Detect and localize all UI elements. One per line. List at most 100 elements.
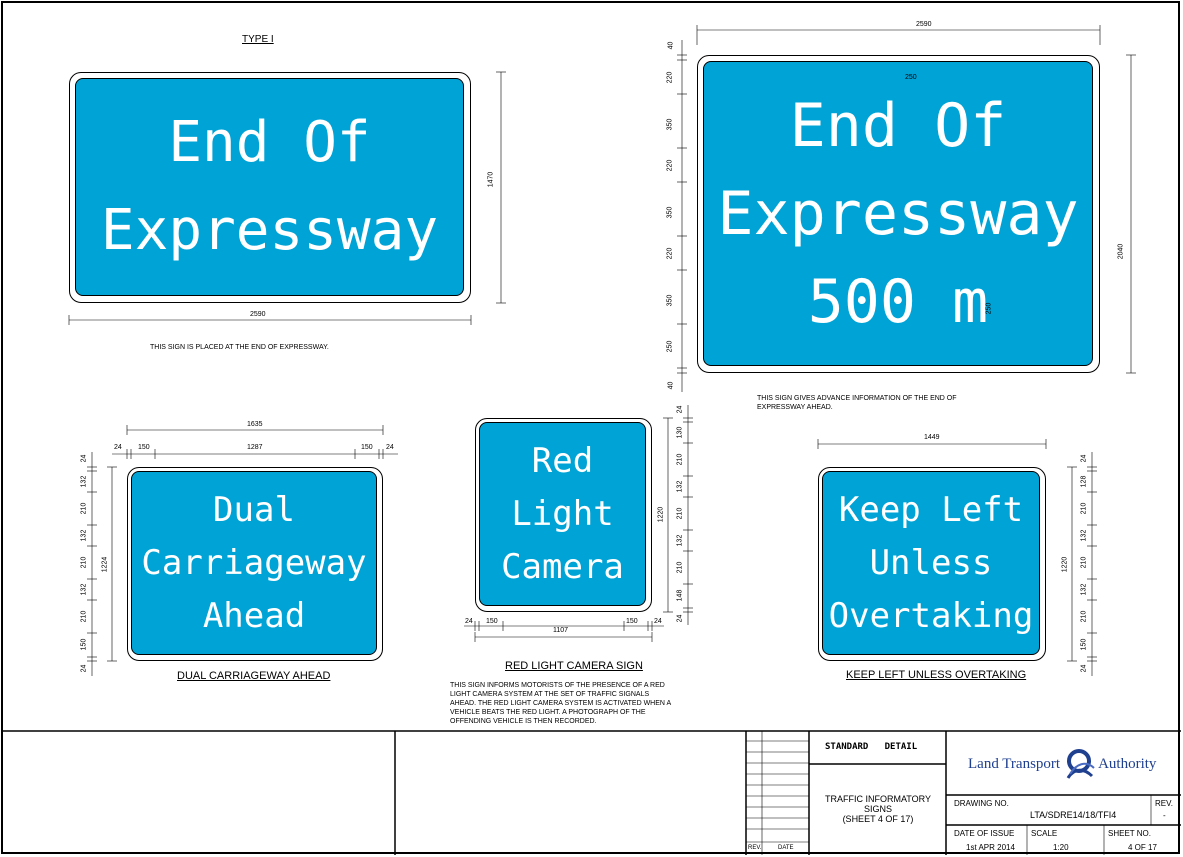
height-dimension: 1470 [487,171,495,188]
sign-text-line: Expressway [100,198,439,263]
scale-label: SCALE [1031,829,1058,838]
side-dimension: 148 [676,589,684,602]
sign-end-of-expressway-500m: End Of Expressway 500 m [697,55,1100,373]
side-dimension: 220 [666,247,674,260]
sign-text-line: End Of [168,110,371,175]
sign-caption: KEEP LEFT UNLESS OVERTAKING [846,669,1027,681]
side-dimension: 132 [80,475,88,488]
side-dimension: 210 [1080,610,1088,623]
sign-face: End Of Expressway [75,78,464,296]
side-dimension: 220 [666,159,674,172]
side-dimension: 210 [80,502,88,515]
side-dimension: 132 [676,480,684,493]
row-dimension: 150 [486,618,498,625]
side-dimension: 250 [666,340,674,353]
side-dimension: 350 [666,206,674,219]
side-dimension: 210 [676,453,684,466]
side-dimension: 40 [667,41,675,50]
side-dimension: 24 [1080,664,1088,673]
logo-text-right: Authority [1098,755,1157,772]
sign-note: THIS SIGN GIVES ADVANCE INFORMATION OF T… [757,395,957,411]
side-dimension: 210 [80,556,88,569]
sheet-no-value: 4 OF 17 [1128,843,1157,852]
row-dimension: 150 [626,618,638,625]
sign-text-line: Red [531,440,594,481]
side-dimension: 132 [676,534,684,547]
width-dimension: 2590 [916,21,932,28]
side-dimension: 210 [1080,502,1088,515]
sign-face: Red Light Camera [479,422,646,606]
height-dimension: 2040 [1117,243,1125,260]
height-dimension: 1220 [1061,556,1069,573]
sign-text-line: Light [511,493,614,534]
sign-face: Dual Carriageway Ahead [131,471,377,655]
rev-label: REV. [1155,799,1173,808]
side-dimension: 210 [80,610,88,623]
sign-text-line: Ahead [202,595,306,636]
row-dimension: 24 [654,618,662,625]
lta-swirl-icon [1066,749,1095,779]
side-dimension: 132 [80,529,88,542]
sign-text-line: End Of [789,90,1007,161]
sign-note: THIS SIGN IS PLACED AT THE END OF EXPRES… [150,344,329,351]
standard-detail-heading: STANDARD DETAIL [825,742,918,752]
sign-end-of-expressway: End Of Expressway [69,72,471,303]
sign-dual-carriageway-ahead: Dual Carriageway Ahead [127,467,383,661]
row-dimension: 24 [114,444,122,451]
sign-red-light-camera: Red Light Camera [475,418,652,612]
row-dimension: 1287 [247,444,263,451]
digit-height-dimension: 250 [985,302,993,315]
sign-caption: DUAL CARRIAGEWAY AHEAD [177,670,331,682]
side-dimension: 130 [676,426,684,439]
width-dimension: 2590 [250,311,266,318]
side-dimension: 132 [1080,529,1088,542]
scale-value: 1:20 [1053,843,1069,852]
logo-text-left: Land Transport [968,755,1061,772]
rev-value: - [1163,811,1166,820]
sign-text-line: Keep Left [838,489,1024,530]
sheet-no-label: SHEET NO. [1108,829,1151,838]
height-dimension: 1224 [101,556,109,573]
side-dimension: 24 [80,454,88,463]
sign-text-line: Carriageway [141,542,367,583]
row-dimension: 150 [138,444,150,451]
lta-logo: Land Transport Authority [968,749,1156,779]
date-of-issue-label: DATE OF ISSUE [954,829,1015,838]
height-dimension: 1220 [657,506,665,523]
drawing-no-label: DRAWING NO. [954,799,1009,808]
side-dimension: 150 [80,638,88,651]
date-of-issue-value: 1st APR 2014 [966,843,1015,852]
side-dimension: 150 [1080,638,1088,651]
row-dimension: 150 [361,444,373,451]
side-dimension: 40 [667,381,675,390]
side-dimension: 24 [1080,454,1088,463]
sign-text-line: Camera [501,546,624,587]
sign-text-line: Expressway [717,178,1079,249]
date-column-label: DATE [778,845,794,851]
side-dimension: 24 [676,614,684,623]
drawing-no-value: LTA/SDRE14/18/TFI4 [1030,810,1117,820]
side-dimension: 220 [666,71,674,84]
side-dimension: 210 [676,561,684,574]
sign-caption: RED LIGHT CAMERA SIGN [505,660,643,672]
sign-face: End Of Expressway 500 m [703,61,1093,366]
sign-text-line: 500 m [807,266,989,337]
sign-keep-left-unless-overtaking: Keep Left Unless Overtaking [818,467,1046,661]
width-dimension: 1449 [924,434,940,441]
type-label: TYPE I [242,34,274,45]
width-dimension: 1107 [553,627,569,634]
sign-text-line: Overtaking [828,595,1034,636]
sign-face: Keep Left Unless Overtaking [822,471,1040,655]
side-dimension: 350 [666,118,674,131]
side-dimension: 132 [1080,583,1088,596]
sign-note: THIS SIGN INFORMS MOTORISTS OF THE PRESE… [450,682,672,725]
row-dimension: 24 [465,618,473,625]
side-dimension: 128 [1080,475,1088,488]
sign-text-line: Dual [213,489,295,530]
side-dimension: 350 [666,294,674,307]
letter-spacing-dimension: 250 [905,74,917,81]
drawing-title: TRAFFIC INFORMATORY SIGNS (SHEET 4 OF 17… [824,794,931,824]
side-dimension: 24 [676,405,684,414]
